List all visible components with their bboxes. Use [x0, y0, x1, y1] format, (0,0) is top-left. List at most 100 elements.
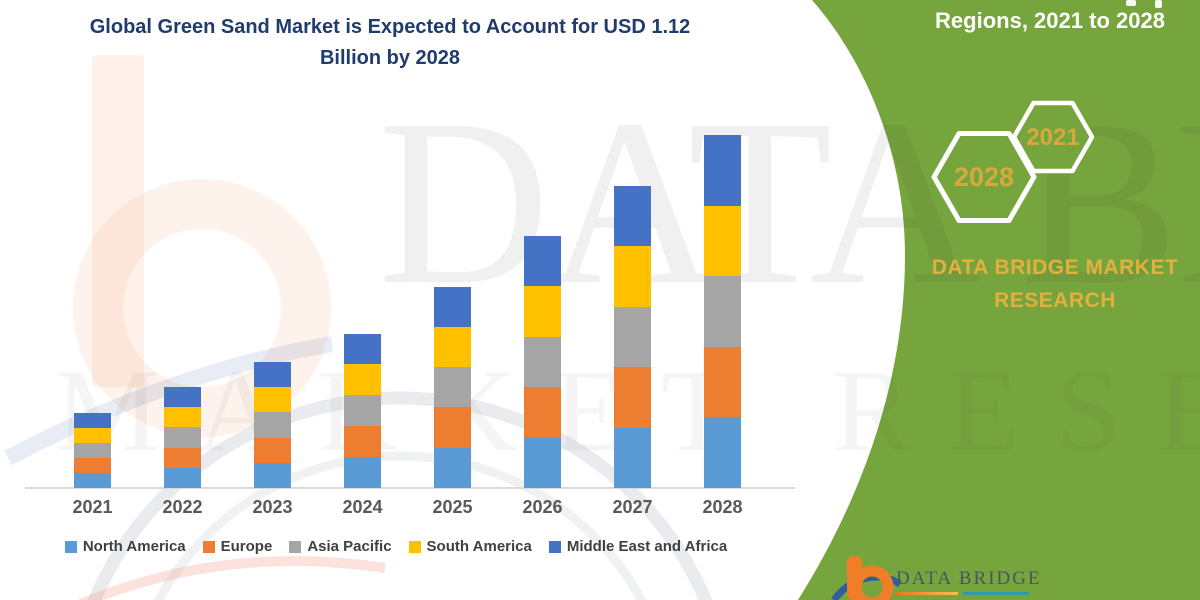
green-panel-shape	[798, 0, 1200, 600]
stacked-bar-2023	[254, 362, 291, 488]
bar-segment-south-america	[74, 427, 111, 443]
bar-segment-asia-pacific	[614, 306, 651, 367]
x-axis-label-2024: 2024	[342, 497, 383, 517]
bar-segment-europe	[434, 407, 471, 448]
hexagon-2021	[1011, 100, 1095, 174]
logo-subtitle-clipped: MARKET RESEARCH	[896, 597, 1073, 600]
legend-swatch-icon	[64, 540, 77, 553]
logo-b-bowl	[850, 565, 894, 600]
legend-label: Europe	[220, 538, 273, 555]
bar-segment-north-america	[74, 472, 111, 488]
chart-title-line2: Billion by 2028	[319, 47, 461, 69]
bar-segment-middle-east-and-africa	[704, 135, 741, 206]
stacked-bar-2027	[614, 185, 651, 488]
x-axis-label-2027: 2027	[612, 497, 653, 517]
bar-segment-middle-east-and-africa	[344, 333, 381, 365]
watermark-ring-inner	[153, 451, 647, 600]
legend-item-north-america: North America	[64, 538, 186, 555]
bar-segment-north-america	[344, 457, 381, 488]
bar-segment-north-america	[614, 427, 651, 488]
x-axis-label-2026: 2026	[522, 497, 563, 517]
stacked-bar-2024	[344, 333, 381, 488]
bar-segment-north-america	[164, 467, 201, 488]
legend-item-middle-east-and-africa: Middle East and Africa	[548, 538, 728, 555]
bar-segment-middle-east-and-africa	[74, 412, 111, 428]
legend-label: Middle East and Africa	[566, 538, 728, 555]
x-axis-label-2022: 2022	[162, 497, 203, 517]
chart-title-line1: Global Green Sand Market is Expected to …	[89, 16, 691, 38]
bar-segment-middle-east-and-africa	[164, 387, 201, 408]
bar-segment-asia-pacific	[704, 276, 741, 347]
stacked-bar-2021	[74, 412, 111, 488]
bar-segment-middle-east-and-africa	[254, 362, 291, 388]
bar-segment-south-america	[614, 246, 651, 307]
hexagon-2028-label: 2028	[954, 162, 1014, 192]
legend-swatch-icon	[548, 540, 561, 553]
chart-title: Global Green Sand Market is Expected to …	[35, 12, 745, 74]
logo-name-text: DATA BRIDGE	[896, 568, 1042, 589]
bar-segment-south-america	[254, 387, 291, 413]
bar-segment-north-america	[524, 437, 561, 488]
bar-segment-europe	[614, 367, 651, 428]
legend-label: Asia Pacific	[307, 538, 392, 555]
watermark-swoosh-blue	[4, 336, 334, 466]
stacked-bar-2028	[704, 135, 741, 488]
stacked-bar-2026	[524, 236, 561, 488]
legend-swatch-icon	[202, 540, 215, 553]
panel-brand-line1: DATA BRIDGE MARKET	[931, 256, 1179, 279]
legend-item-europe: Europe	[202, 538, 273, 555]
stacked-bar-2022	[164, 387, 201, 488]
x-axis-line	[25, 487, 795, 489]
bar-segment-europe	[704, 346, 741, 418]
bar-segment-asia-pacific	[344, 395, 381, 427]
bar-segment-europe	[524, 387, 561, 438]
bar-segment-europe	[74, 457, 111, 473]
legend-item-south-america: South America	[408, 538, 532, 555]
bar-segment-asia-pacific	[524, 336, 561, 388]
hexagon-2021-label: 2021	[1026, 124, 1079, 151]
bar-segment-europe	[344, 426, 381, 458]
stacked-bar-2025	[434, 286, 471, 488]
bar-segment-middle-east-and-africa	[614, 185, 651, 246]
bar-segment-europe	[164, 447, 201, 468]
panel-heading: Regions, 2021 to 2028	[935, 8, 1165, 33]
panel-brand-text: DATA BRIDGE MARKET RESEARCH	[930, 252, 1180, 317]
hexagon-2028	[931, 131, 1037, 223]
bar-segment-asia-pacific	[164, 427, 201, 448]
x-axis-label-2021: 2021	[72, 497, 113, 517]
legend-swatch-icon	[408, 540, 421, 553]
bar-segment-asia-pacific	[434, 367, 471, 408]
bar-segment-asia-pacific	[74, 442, 111, 458]
legend-swatch-icon	[289, 540, 302, 553]
bar-segment-south-america	[434, 326, 471, 368]
bar-segment-south-america	[524, 286, 561, 337]
panel-brand-line2: RESEARCH	[994, 288, 1116, 312]
clipped-heading-fragment	[1155, 0, 1162, 8]
bar-segment-asia-pacific	[254, 412, 291, 438]
watermark-b-bowl	[73, 179, 331, 437]
bar-segment-north-america	[434, 447, 471, 488]
bar-segment-north-america	[704, 417, 741, 488]
legend: North America Europe Asia Pacific South Ame…	[0, 538, 792, 555]
x-axis-label-2028: 2028	[702, 497, 743, 517]
x-axis-label-2025: 2025	[432, 497, 473, 517]
bar-segment-south-america	[704, 205, 741, 277]
bar-segment-north-america	[254, 462, 291, 488]
legend-label: North America	[82, 538, 186, 555]
clipped-heading-fragment	[1126, 0, 1136, 6]
logo-underline-orange	[896, 592, 958, 595]
watermark-ring-outer	[87, 391, 713, 600]
watermark-swoosh-pink	[76, 555, 386, 600]
bar-segment-europe	[254, 437, 291, 463]
legend-label: South America	[426, 538, 532, 555]
x-axis-label-2023: 2023	[252, 497, 293, 517]
legend-item-asia-pacific: Asia Pacific	[289, 538, 392, 555]
watermark-b-stem	[92, 55, 144, 387]
bar-segment-middle-east-and-africa	[434, 286, 471, 327]
